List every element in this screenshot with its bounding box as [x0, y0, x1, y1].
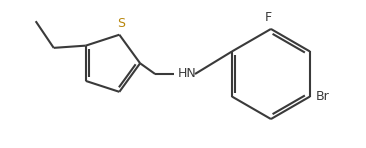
Text: Br: Br: [316, 90, 330, 103]
Text: S: S: [117, 17, 126, 30]
Text: F: F: [265, 11, 272, 24]
Text: HN: HN: [178, 67, 197, 81]
